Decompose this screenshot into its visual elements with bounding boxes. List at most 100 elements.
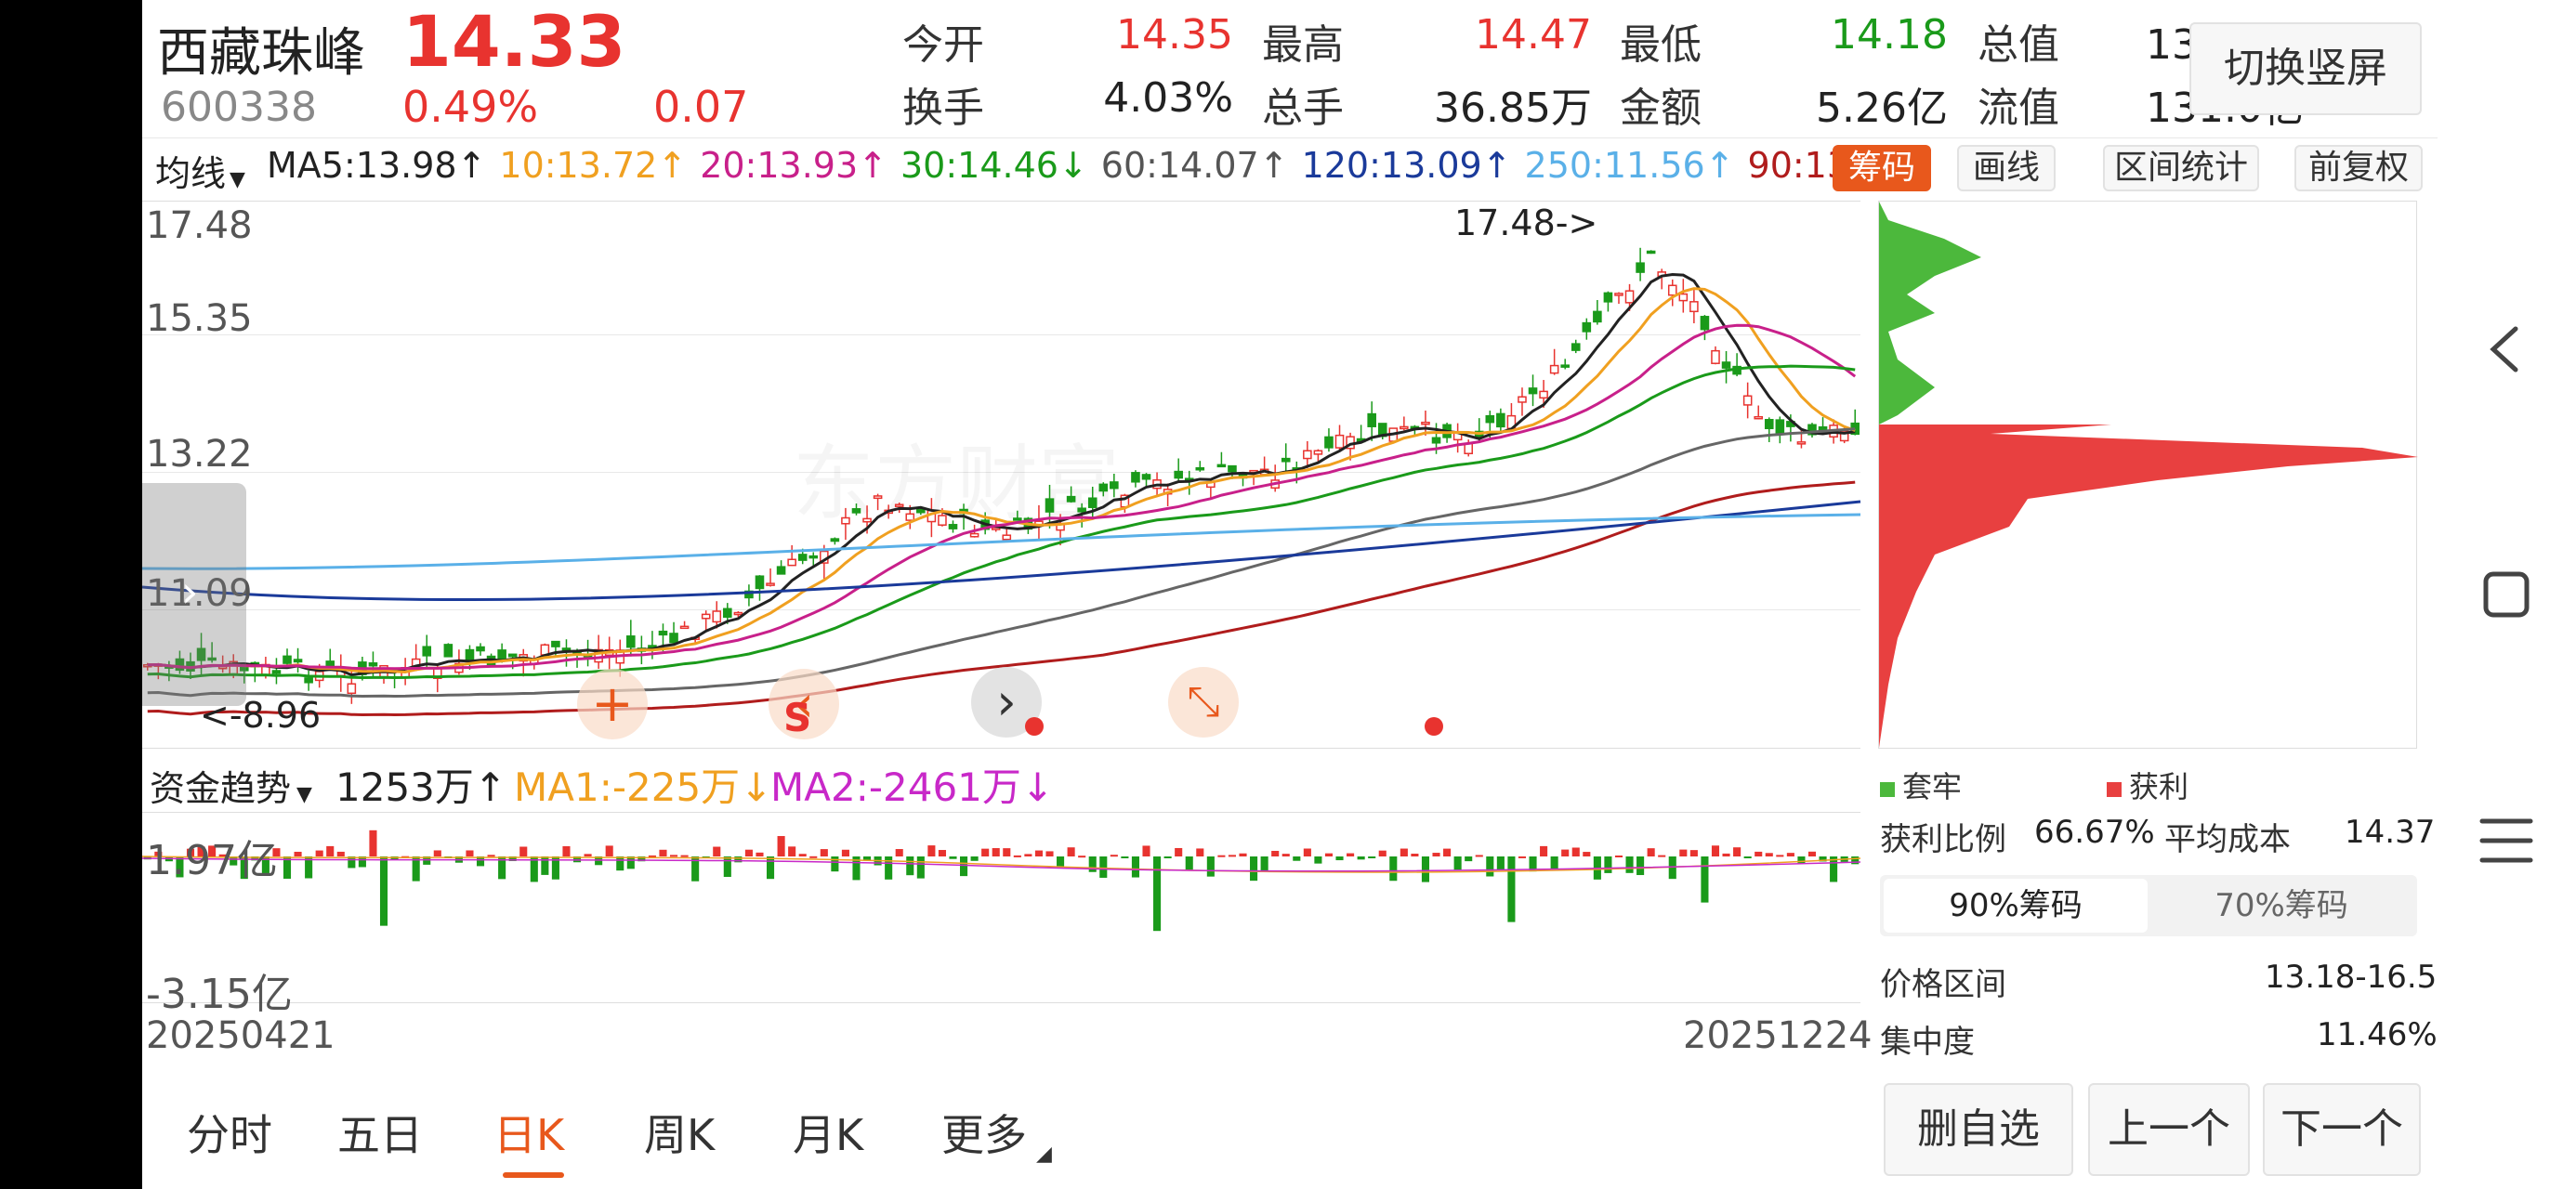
fund-selector[interactable]: 资金趋势 ▼ [150, 760, 312, 811]
fwd-adjust-button[interactable]: 前复权 [2294, 145, 2423, 191]
candle [1087, 486, 1097, 519]
scroll-left-button[interactable]: ‹ [769, 669, 839, 739]
draw-line-button[interactable]: 画线 [1957, 145, 2056, 191]
collapse-icon[interactable]: ⤡ [1168, 667, 1239, 738]
fund-bar [1733, 847, 1741, 856]
fund-bar [186, 848, 195, 856]
fund-bar [261, 856, 269, 873]
zoom-in-button[interactable]: + [577, 669, 648, 739]
candle [1678, 279, 1689, 313]
fund-bar [756, 852, 764, 856]
fund-bar [315, 850, 323, 856]
fund-bar [938, 850, 946, 856]
fund-bar [1507, 856, 1516, 922]
previous-button[interactable]: 上一个 [2088, 1083, 2250, 1176]
square-icon[interactable] [2482, 570, 2530, 619]
candle [701, 610, 711, 632]
fund-ma1: MA1:-225万↓ [514, 764, 773, 810]
ma30-line [147, 364, 1856, 680]
fund-bar [230, 856, 238, 866]
candle [1560, 359, 1570, 370]
fund-bar [1743, 856, 1752, 858]
candle [744, 584, 754, 607]
candle [1636, 247, 1645, 281]
fund-bar [1368, 856, 1376, 858]
stat-label: 最低 [1620, 21, 1702, 69]
fund-bar [713, 846, 721, 856]
ma-values: MA5:13.98↑ 10:13.72↑ 20:13.93↑ 30:14.46↓ 60:… [267, 145, 1948, 186]
range-stats-button[interactable]: 区间统计 [2103, 145, 2259, 191]
fund-bar [777, 836, 785, 856]
candle [422, 634, 432, 668]
fund-bar [616, 856, 624, 871]
tab-monthly-k[interactable]: 月K [793, 1110, 864, 1160]
tab-90-chip[interactable]: 90%筹码 [1884, 879, 2148, 933]
next-button[interactable]: 下一个 [2263, 1083, 2421, 1176]
legend-profit: 获利 [2107, 764, 2188, 806]
chip-button[interactable]: 筹码 [1833, 145, 1931, 191]
fund-bar [1357, 856, 1365, 860]
fund-y-bottom: -3.15亿 [146, 971, 293, 1018]
fund-bar [530, 856, 538, 882]
tab-70-chip[interactable]: 70%筹码 [2215, 887, 2348, 924]
fund-bar [927, 845, 936, 856]
tab-daily-k[interactable]: 日K [493, 1110, 565, 1160]
fund-bar [423, 856, 431, 865]
chip-profit-area [1879, 425, 2418, 748]
chip-trapped-area [1879, 202, 1981, 425]
fund-bar [1765, 853, 1773, 856]
fund-bar [1701, 856, 1709, 903]
fund-bar [1486, 856, 1494, 877]
switch-portrait-button[interactable]: 切换竖屏 [2189, 22, 2422, 115]
min-price-label: <-8.96 [200, 695, 322, 736]
candle [1496, 408, 1505, 433]
fund-bar [508, 856, 517, 861]
chip-distribution-chart [1879, 202, 2418, 748]
fund-bar [433, 850, 441, 856]
candle [851, 503, 861, 516]
kline-chart[interactable] [142, 201, 1861, 747]
ma-selector[interactable]: 均线 ▼ [155, 145, 245, 196]
fund-bar [1228, 855, 1237, 857]
back-icon[interactable] [2478, 321, 2534, 377]
candle [1174, 458, 1183, 483]
signal-dot [1025, 717, 1044, 736]
tab-five-day[interactable]: 五日 [337, 1110, 423, 1160]
tab-intraday[interactable]: 分时 [187, 1110, 272, 1160]
fund-bar [1196, 848, 1204, 856]
tab-weekly-k[interactable]: 周K [644, 1110, 716, 1160]
drawer-handle[interactable] [142, 483, 246, 706]
candle [1141, 473, 1151, 487]
candle [1667, 279, 1677, 307]
fund-bar [1583, 852, 1591, 856]
stat-label: 流值 [1978, 85, 2059, 132]
fund-bar [1314, 856, 1322, 864]
candle [1013, 510, 1022, 521]
fund-bar [1465, 856, 1473, 862]
fund-bar [551, 856, 559, 880]
remove-watchlist-button[interactable]: 删自选 [1884, 1083, 2073, 1176]
fund-bar [1614, 855, 1623, 857]
tab-more[interactable]: 更多 [941, 1110, 1027, 1160]
candle [368, 651, 378, 679]
fund-bar [949, 856, 957, 859]
stat-label: 金额 [1620, 85, 1702, 132]
stat-label: 总手 [1262, 85, 1344, 132]
fund-bar [326, 845, 335, 856]
ma-value: 20:13.93↑ [700, 145, 887, 186]
corner-caret-icon: ◢ [1036, 1143, 1052, 1166]
candle [766, 568, 775, 587]
caret-down-icon: ▼ [296, 783, 312, 806]
fund-trend-chart[interactable] [142, 812, 1861, 1001]
ma-value: 30:14.46↓ [900, 145, 1088, 186]
candle [1195, 461, 1205, 472]
fund-bar [1110, 855, 1118, 857]
menu-icon[interactable] [2478, 816, 2534, 866]
ma90-line [147, 480, 1856, 717]
candle [443, 643, 453, 658]
fund-bar [1851, 856, 1860, 865]
fund-bar [1689, 850, 1698, 856]
fund-bar [744, 849, 753, 856]
fund-bar [1571, 847, 1580, 856]
fund-bar [519, 846, 528, 856]
